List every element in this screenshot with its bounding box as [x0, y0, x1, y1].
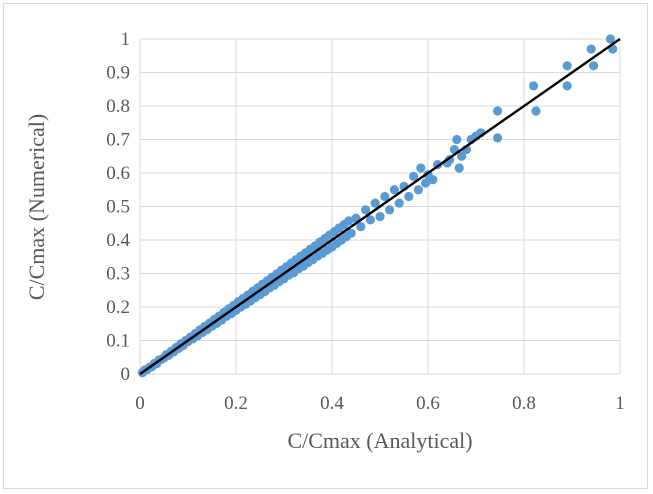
y-axis-title: C/Cmax (Numerical) [24, 114, 49, 300]
x-tick-label: 0 [135, 393, 145, 414]
data-point [562, 61, 572, 71]
y-tick-label: 0.6 [106, 163, 130, 184]
y-tick-label: 0.9 [106, 63, 130, 84]
data-point [562, 81, 572, 91]
data-point [586, 44, 596, 54]
x-tick-label: 1 [615, 393, 625, 414]
y-tick-label: 0.8 [106, 96, 130, 117]
data-point [531, 106, 541, 116]
tick-labels: 0 0.1 0.2 0.3 0.4 0.5 0.6 0.7 0.8 0.9 1 0 0.2 0.4 0.6 0… [106, 29, 625, 414]
y-tick-label: 0.1 [106, 331, 130, 352]
data-point [413, 185, 423, 195]
data-point [493, 106, 503, 116]
y-tick-label: 0.2 [106, 297, 130, 318]
data-point [452, 134, 462, 145]
data-point [428, 175, 438, 185]
data-point [605, 34, 616, 44]
y-tick-label: 0 [121, 364, 131, 385]
data-point [454, 163, 464, 173]
trendline-layer [139, 38, 621, 375]
x-tick-label: 0.2 [224, 393, 248, 414]
x-tick-label: 0.6 [416, 393, 440, 414]
data-point [409, 171, 419, 181]
y-tick-label: 0.5 [106, 197, 130, 218]
data-point [404, 191, 414, 202]
data-point [421, 178, 431, 188]
data-point [344, 216, 354, 226]
x-tick-label: 0.8 [512, 393, 536, 414]
data-point [361, 205, 371, 215]
gridlines [139, 38, 621, 375]
y-tick-label: 1 [121, 29, 131, 50]
data-point [416, 163, 426, 173]
data-point [375, 211, 385, 222]
data-point [346, 228, 356, 238]
data-point [365, 215, 375, 225]
data-point [385, 205, 395, 215]
data-point [529, 81, 539, 91]
data-point [589, 61, 599, 71]
data-point [457, 151, 467, 161]
y-tick-label: 0.3 [106, 264, 130, 285]
data-point [389, 185, 399, 195]
x-tick-label: 0.4 [320, 393, 344, 414]
data-point [356, 222, 366, 232]
y-tick-label: 0.4 [106, 230, 130, 251]
data-point [394, 198, 404, 208]
y-tick-label: 0.7 [106, 130, 130, 151]
data-point [370, 198, 380, 208]
trendline [139, 38, 621, 375]
data-point [380, 191, 390, 202]
x-axis-title: C/Cmax (Analytical) [287, 428, 472, 453]
data-point [493, 133, 503, 143]
